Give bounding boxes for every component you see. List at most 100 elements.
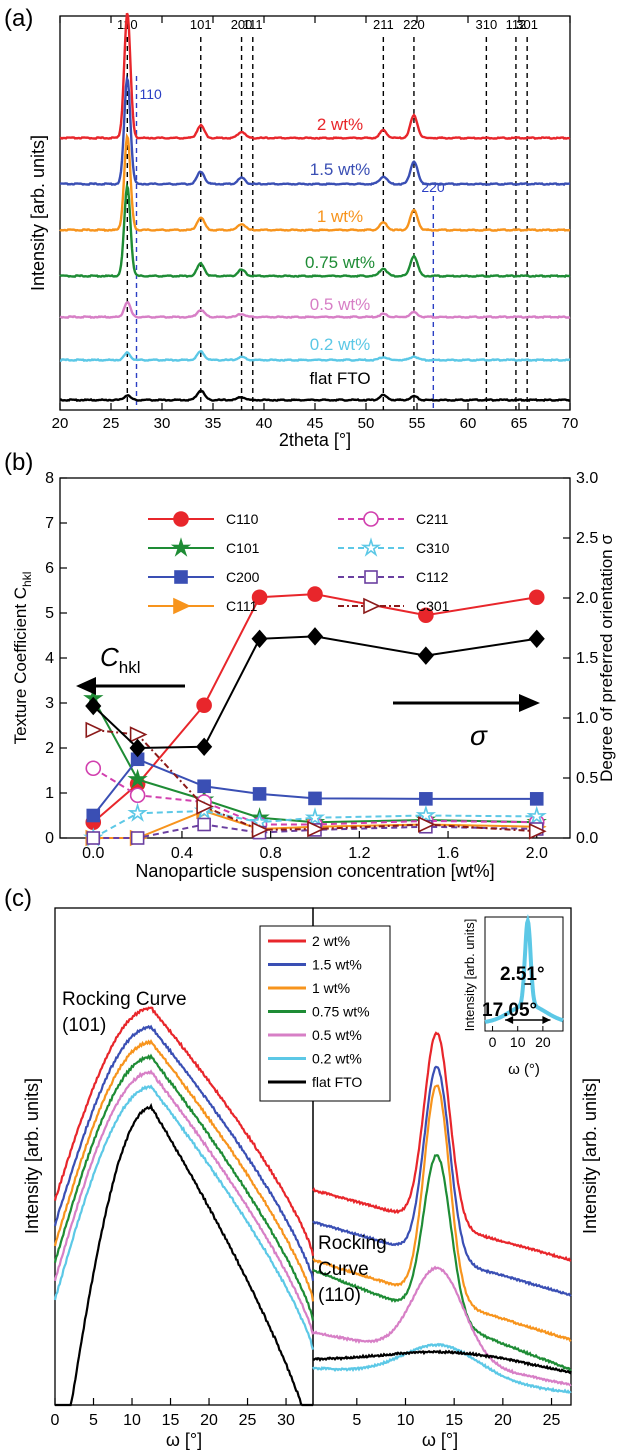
c-legend-label-flat-fto: flat FTO bbox=[312, 1074, 362, 1090]
panel-c-legend: 2 wt% 1.5 wt% 1 wt% 0.75 wt% 0.5 wt% 0.2 wt% f… bbox=[268, 933, 370, 1090]
inset-curve bbox=[484, 913, 564, 1024]
inset-x-tick-label-20: 20 bbox=[535, 1034, 551, 1050]
x-tick-label-70: 70 bbox=[562, 415, 579, 432]
x-tick-label-35: 35 bbox=[205, 415, 222, 432]
point-c110-3 bbox=[251, 589, 268, 606]
panel-a-y-label: Intensity [arb. units] bbox=[28, 135, 48, 291]
panel-a-x-label: 2theta [°] bbox=[279, 430, 351, 450]
c-left-x-tick-label-25: 25 bbox=[239, 1412, 257, 1429]
panel-c: (c) 0 5 10 15 20 25 30 5 10 15 20 25 Rocking Curve … bbox=[4, 885, 600, 1450]
point-c301-4 bbox=[307, 820, 325, 838]
panel-c-legend-box bbox=[259, 925, 391, 1102]
ref-label-301: 301 bbox=[516, 17, 538, 32]
fwhm-wide-arrowhead-right bbox=[542, 1016, 551, 1024]
rocking-110-curve-1-wt bbox=[312, 1084, 572, 1342]
xrd-curve-0-75-wt bbox=[59, 181, 571, 279]
b-y-tick-label-2: 2 bbox=[45, 740, 54, 757]
ref-label-220: 220 bbox=[403, 17, 425, 32]
xrd-label-0-2-wt: 0.2 wt% bbox=[310, 335, 370, 354]
b-x-tick-label-0-8: 0.8 bbox=[260, 845, 282, 862]
inset-x-tick-label-10: 10 bbox=[510, 1034, 526, 1050]
c-left-x-tick-label-20: 20 bbox=[200, 1412, 218, 1429]
b-y2-tick-label-2-0: 2.0 bbox=[576, 590, 598, 607]
b-y-tick-label-7: 7 bbox=[45, 515, 54, 532]
xrd-curve-1-wt bbox=[59, 132, 571, 233]
b-y-tick-label-6: 6 bbox=[45, 560, 54, 577]
rocking-101-curve-0-5-wt bbox=[53, 1069, 315, 1335]
panel-a-x-ticks: 20 25 30 35 40 45 50 55 60 65 70 bbox=[52, 16, 579, 432]
c-right-x-tick-label-5: 5 bbox=[352, 1412, 361, 1429]
rocking-110-curve-0-75-wt bbox=[312, 1154, 572, 1373]
xrd-curve-1-5-wt bbox=[59, 74, 571, 187]
b-y2-tick-label-0-5: 0.5 bbox=[576, 770, 598, 787]
point-c301-2 bbox=[196, 798, 215, 815]
xrd-label-2-wt: 2 wt% bbox=[317, 115, 363, 134]
right-curve-title-line1: Rocking bbox=[318, 1233, 387, 1254]
panel-b-y-label: Texture Coefficient Chkl bbox=[11, 572, 34, 745]
c-right-x-tick-label-20: 20 bbox=[494, 1412, 512, 1429]
rocking-101-curve-flat-fto bbox=[55, 1102, 313, 1407]
xrd-curve-0-2-wt bbox=[59, 349, 571, 363]
point-c112-2 bbox=[197, 817, 211, 832]
point-c301-6 bbox=[528, 822, 547, 840]
c-left-x-tick-label-5: 5 bbox=[89, 1412, 98, 1429]
c-legend-label-0-5-wt: 0.5 wt% bbox=[312, 1027, 362, 1043]
rocking-110-curve-0-5-wt bbox=[312, 1265, 572, 1387]
panel-b-series bbox=[83, 586, 547, 847]
panel-a-label: (a) bbox=[4, 5, 33, 32]
b-y-tick-label-3: 3 bbox=[45, 695, 54, 712]
ref-label-310: 310 bbox=[476, 17, 498, 32]
left-curve-title-line1: Rocking Curve bbox=[62, 989, 187, 1010]
legend-label-c110: C110 bbox=[226, 511, 259, 527]
fwhm-wide-label: 17.05° bbox=[482, 1000, 537, 1021]
point-c200-3 bbox=[252, 787, 267, 801]
b-y-tick-label-8: 8 bbox=[45, 470, 54, 487]
rocking-101-curve-1-wt bbox=[53, 1039, 315, 1302]
point-sigma-5 bbox=[417, 646, 434, 665]
b-y2-tick-label-3-0: 3.0 bbox=[576, 470, 598, 487]
inset-chart: 0 10 20 Intensity [arb. units] ω (°) 2.51°… bbox=[462, 913, 564, 1078]
inset-x-label: ω (°) bbox=[508, 1061, 540, 1078]
ref-label-110-blue: 110 bbox=[140, 86, 163, 102]
b-x-tick-label-1-2: 1.2 bbox=[348, 845, 370, 862]
rocking-110-curve-flat-fto bbox=[312, 1349, 572, 1375]
point-sigma-0 bbox=[85, 696, 102, 716]
legend-marker-c112 bbox=[364, 570, 378, 584]
c-right-x-tick-label-15: 15 bbox=[445, 1412, 463, 1429]
fwhm-wide-arrowhead-left bbox=[505, 1016, 514, 1024]
x-tick-label-55: 55 bbox=[409, 415, 426, 432]
point-c310-5 bbox=[415, 804, 437, 825]
ref-label-111: 111 bbox=[243, 17, 263, 32]
xrd-label-flat-fto: flat FTO bbox=[309, 369, 370, 388]
b-y-tick-label-4: 4 bbox=[45, 650, 54, 667]
ref-label-200: 200 bbox=[231, 17, 253, 32]
legend-marker-c301 bbox=[363, 597, 381, 615]
b-y-tick-label-5: 5 bbox=[45, 605, 54, 622]
rocking-101-curve-2-wt bbox=[53, 1006, 315, 1257]
c-legend-label-1-5-wt: 1.5 wt% bbox=[312, 957, 362, 973]
point-c200-0 bbox=[86, 808, 101, 823]
legend-marker-c111 bbox=[173, 597, 191, 615]
b-x-tick-label-0-4: 0.4 bbox=[171, 845, 193, 862]
panel-c-curves bbox=[53, 1006, 572, 1407]
b-y2-tick-label-1-0: 1.0 bbox=[576, 710, 598, 727]
panel-b-label: (b) bbox=[4, 449, 33, 476]
point-c310-4 bbox=[304, 807, 326, 827]
ref-label-110: 110 bbox=[117, 17, 138, 32]
legend-label-c301: C301 bbox=[416, 598, 450, 614]
panel-b-axes: 0.0 0.4 0.8 1.2 1.6 2.0 0 1 2 3 4 5 6 7 8 0.0 0.5 1.0 1.5 2… bbox=[45, 470, 598, 862]
b-x-tick-label-2-0: 2.0 bbox=[526, 845, 548, 862]
xrd-curve-0-5-wt bbox=[59, 300, 571, 320]
b-y2-tick-label-1-5: 1.5 bbox=[576, 650, 598, 667]
point-sigma-1 bbox=[129, 738, 146, 758]
legend-marker-c200 bbox=[174, 570, 188, 584]
point-c200-6 bbox=[529, 792, 544, 806]
xrd-label-1-5-wt: 1.5 wt% bbox=[310, 160, 370, 179]
point-c200-2 bbox=[197, 779, 211, 794]
x-tick-label-20: 20 bbox=[52, 415, 69, 432]
c-legend-label-0-75-wt: 0.75 wt% bbox=[312, 1004, 370, 1020]
b-y-tick-label-1: 1 bbox=[45, 785, 54, 802]
rocking-101-curve-0-2-wt bbox=[53, 1084, 315, 1350]
legend-marker-c110 bbox=[173, 511, 189, 527]
xrd-label-0-5-wt: 0.5 wt% bbox=[310, 295, 370, 314]
